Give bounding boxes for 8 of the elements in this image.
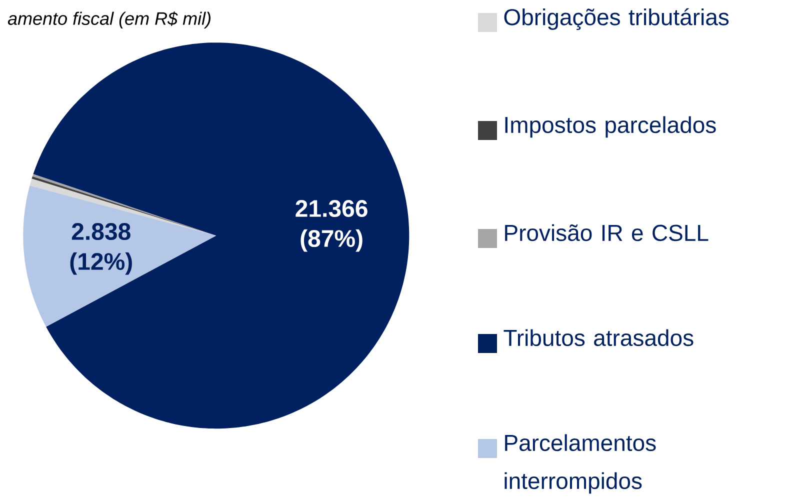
legend-label: Parcelamentos interrompidos bbox=[504, 434, 656, 494]
data-label: 21.366 (87%) bbox=[296, 200, 368, 252]
data-label: 2.838 (12%) bbox=[70, 223, 132, 275]
legend-label: Impostos parcelados bbox=[505, 116, 716, 138]
legend-label: Provisão IR e CSLL bbox=[505, 224, 708, 242]
chart-title: amento fiscal (em R$ mil) bbox=[8, 11, 210, 29]
legend-label: Tributos atrasados bbox=[504, 329, 694, 346]
legend-label: Obrigações tributárias bbox=[504, 8, 729, 30]
